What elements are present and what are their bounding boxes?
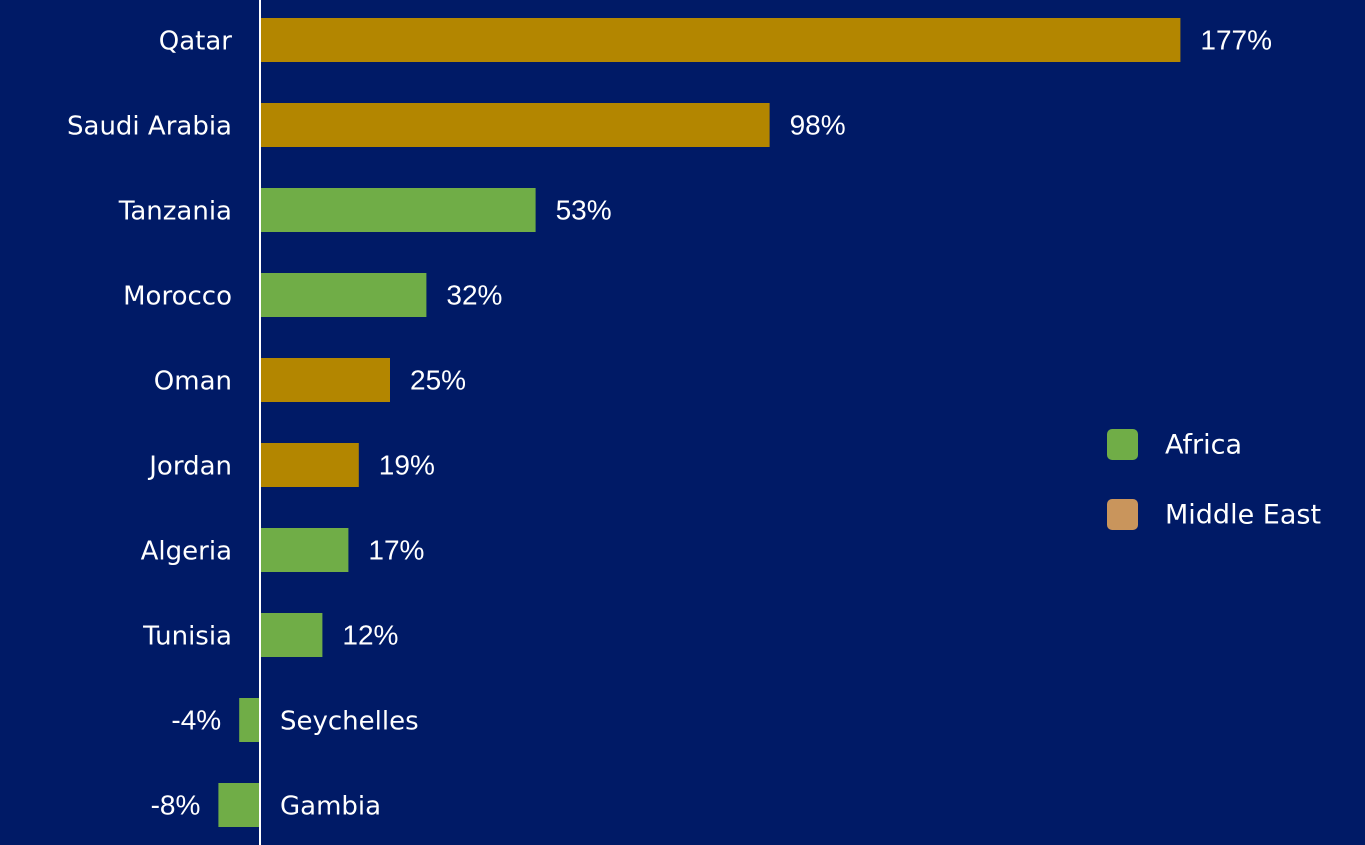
value-label: 53% xyxy=(556,194,612,225)
value-label: 19% xyxy=(379,449,435,480)
value-label: 25% xyxy=(410,364,466,395)
legend-swatch xyxy=(1107,429,1138,460)
value-label: 17% xyxy=(368,534,424,565)
bar xyxy=(260,103,770,147)
bar xyxy=(260,528,349,572)
value-label: 98% xyxy=(790,109,846,140)
value-label: -4% xyxy=(171,704,221,735)
bar xyxy=(260,188,536,232)
legend-swatch xyxy=(1107,499,1138,530)
category-label: Jordan xyxy=(147,452,232,482)
category-label: Morocco xyxy=(123,282,232,312)
category-label: Oman xyxy=(154,367,232,397)
legend-label: Middle East xyxy=(1165,500,1321,531)
value-label: 177% xyxy=(1200,24,1272,55)
bar xyxy=(260,443,359,487)
bar xyxy=(260,18,1181,62)
category-label: Seychelles xyxy=(280,707,419,737)
value-label: 32% xyxy=(446,279,502,310)
legend-label: Africa xyxy=(1165,430,1242,461)
bar xyxy=(260,273,427,317)
value-label: 12% xyxy=(342,619,398,650)
category-label: Qatar xyxy=(159,27,233,57)
bar xyxy=(239,698,260,742)
category-label: Tanzania xyxy=(118,197,232,227)
value-label: -8% xyxy=(151,789,201,820)
bar xyxy=(218,783,260,827)
category-label: Algeria xyxy=(141,537,232,567)
bar xyxy=(260,613,323,657)
bar xyxy=(260,358,390,402)
category-label: Saudi Arabia xyxy=(67,112,232,142)
category-label: Gambia xyxy=(280,792,381,822)
category-label: Tunisia xyxy=(142,622,232,652)
